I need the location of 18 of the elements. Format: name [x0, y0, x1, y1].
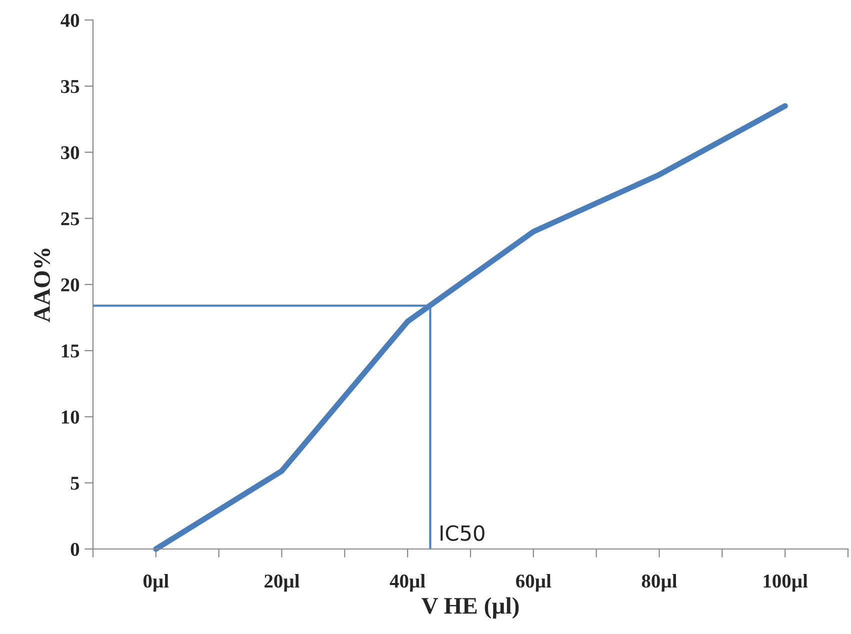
ref-line-label: IC50 — [440, 525, 484, 541]
y-tick-label: 35 — [61, 80, 80, 94]
x-tick-label: 0µl — [143, 574, 169, 592]
x-tick-label: 60µl — [516, 574, 552, 592]
y-tick-label: 5 — [70, 476, 80, 490]
y-tick-label: 40 — [60, 14, 80, 27]
x-tick-label: 40µl — [390, 574, 426, 592]
x-axis-title: V HE (µl) — [422, 597, 519, 619]
x-tick-label: 80µl — [642, 574, 677, 592]
x-tick-label: 20µl — [264, 574, 300, 592]
y-tick-label: 25 — [61, 212, 80, 226]
y-tick-label: 15 — [62, 344, 80, 358]
y-axis-title: AAO% — [34, 248, 50, 322]
x-tick-label: 100µl — [764, 574, 808, 592]
y-tick-label: 30 — [61, 146, 80, 160]
y-tick-label: 20 — [61, 278, 80, 292]
y-tick-label: 10 — [62, 410, 80, 424]
y-tick-label: 0 — [70, 542, 80, 556]
